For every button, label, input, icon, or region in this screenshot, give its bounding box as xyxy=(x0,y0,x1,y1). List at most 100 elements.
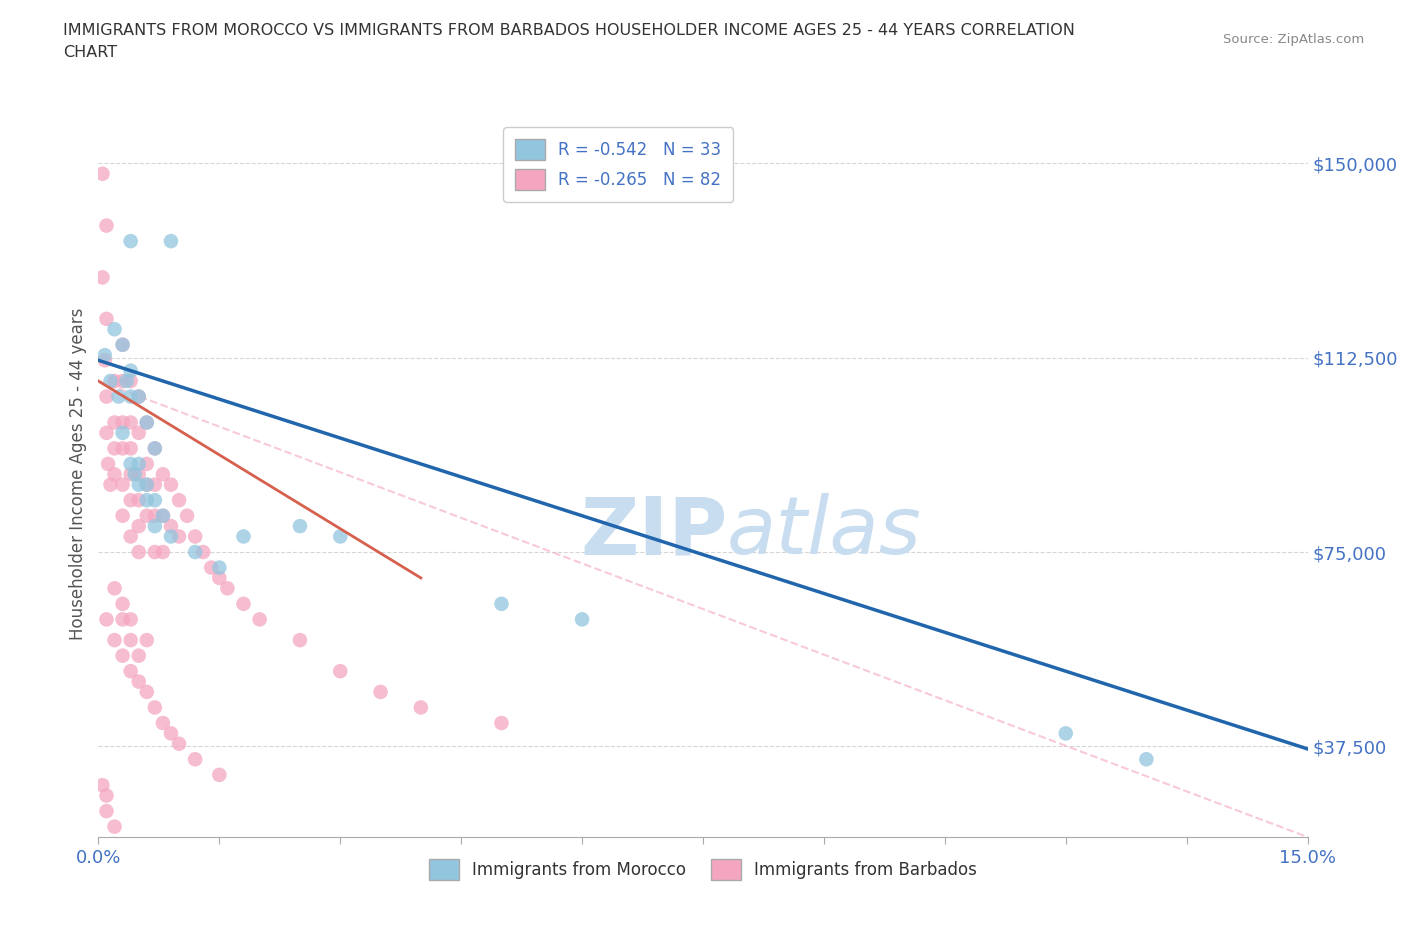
Point xyxy=(491,715,513,730)
Point xyxy=(1135,751,1157,766)
Point xyxy=(128,545,150,560)
Point xyxy=(329,664,352,679)
Point xyxy=(160,233,183,248)
Point xyxy=(135,415,157,430)
Point xyxy=(103,819,125,834)
Point xyxy=(91,270,114,285)
Point xyxy=(111,425,134,440)
Point xyxy=(491,596,513,611)
Point xyxy=(120,233,142,248)
Point xyxy=(97,457,120,472)
Point xyxy=(152,509,174,524)
Point xyxy=(111,441,134,456)
Point xyxy=(111,338,134,352)
Point xyxy=(1054,726,1077,741)
Point xyxy=(103,374,125,389)
Point xyxy=(135,477,157,492)
Point xyxy=(103,441,125,456)
Point xyxy=(91,777,114,792)
Point xyxy=(128,519,150,534)
Point xyxy=(143,700,166,715)
Point xyxy=(160,529,183,544)
Point xyxy=(96,312,118,326)
Point xyxy=(128,493,150,508)
Point xyxy=(120,664,142,679)
Point xyxy=(120,441,142,456)
Point xyxy=(208,570,231,585)
Point xyxy=(111,338,134,352)
Point xyxy=(107,389,129,404)
Point xyxy=(128,477,150,492)
Point xyxy=(103,632,125,647)
Point xyxy=(128,389,150,404)
Point xyxy=(120,374,142,389)
Point xyxy=(184,545,207,560)
Point xyxy=(135,457,157,472)
Point xyxy=(135,493,157,508)
Point xyxy=(135,477,157,492)
Point xyxy=(111,415,134,430)
Point xyxy=(288,519,311,534)
Point xyxy=(100,477,122,492)
Point xyxy=(103,322,125,337)
Point xyxy=(103,581,125,596)
Point xyxy=(143,493,166,508)
Point xyxy=(111,612,134,627)
Point xyxy=(128,674,150,689)
Point xyxy=(184,529,207,544)
Point xyxy=(124,467,146,482)
Point xyxy=(160,477,183,492)
Point xyxy=(128,425,150,440)
Legend: Immigrants from Morocco, Immigrants from Barbados: Immigrants from Morocco, Immigrants from… xyxy=(422,852,984,886)
Point xyxy=(120,632,142,647)
Point xyxy=(128,467,150,482)
Text: atlas: atlas xyxy=(727,493,922,571)
Point xyxy=(111,648,134,663)
Point xyxy=(96,804,118,818)
Point xyxy=(120,493,142,508)
Text: CHART: CHART xyxy=(63,45,117,60)
Point xyxy=(120,457,142,472)
Point xyxy=(135,684,157,699)
Point xyxy=(217,581,239,596)
Point xyxy=(120,364,142,379)
Point xyxy=(143,519,166,534)
Point xyxy=(111,509,134,524)
Point xyxy=(249,612,271,627)
Point xyxy=(167,737,190,751)
Point xyxy=(571,612,593,627)
Point xyxy=(167,529,190,544)
Point xyxy=(160,519,183,534)
Point xyxy=(232,596,254,611)
Point xyxy=(176,509,198,524)
Point xyxy=(120,612,142,627)
Point xyxy=(111,596,134,611)
Point xyxy=(91,166,114,181)
Point xyxy=(232,529,254,544)
Point xyxy=(152,715,174,730)
Point xyxy=(208,560,231,575)
Point xyxy=(152,467,174,482)
Point xyxy=(160,726,183,741)
Point xyxy=(135,509,157,524)
Point xyxy=(135,415,157,430)
Point xyxy=(115,374,138,389)
Point xyxy=(120,529,142,544)
Point xyxy=(143,441,166,456)
Point xyxy=(120,415,142,430)
Point xyxy=(200,560,222,575)
Point xyxy=(120,389,142,404)
Point xyxy=(96,788,118,803)
Point xyxy=(143,545,166,560)
Point xyxy=(329,529,352,544)
Point xyxy=(128,457,150,472)
Point xyxy=(135,632,157,647)
Point xyxy=(143,477,166,492)
Text: ZIP: ZIP xyxy=(579,493,727,571)
Point xyxy=(152,509,174,524)
Y-axis label: Householder Income Ages 25 - 44 years: Householder Income Ages 25 - 44 years xyxy=(69,308,87,641)
Point xyxy=(152,545,174,560)
Point xyxy=(288,632,311,647)
Point xyxy=(167,493,190,508)
Point xyxy=(103,415,125,430)
